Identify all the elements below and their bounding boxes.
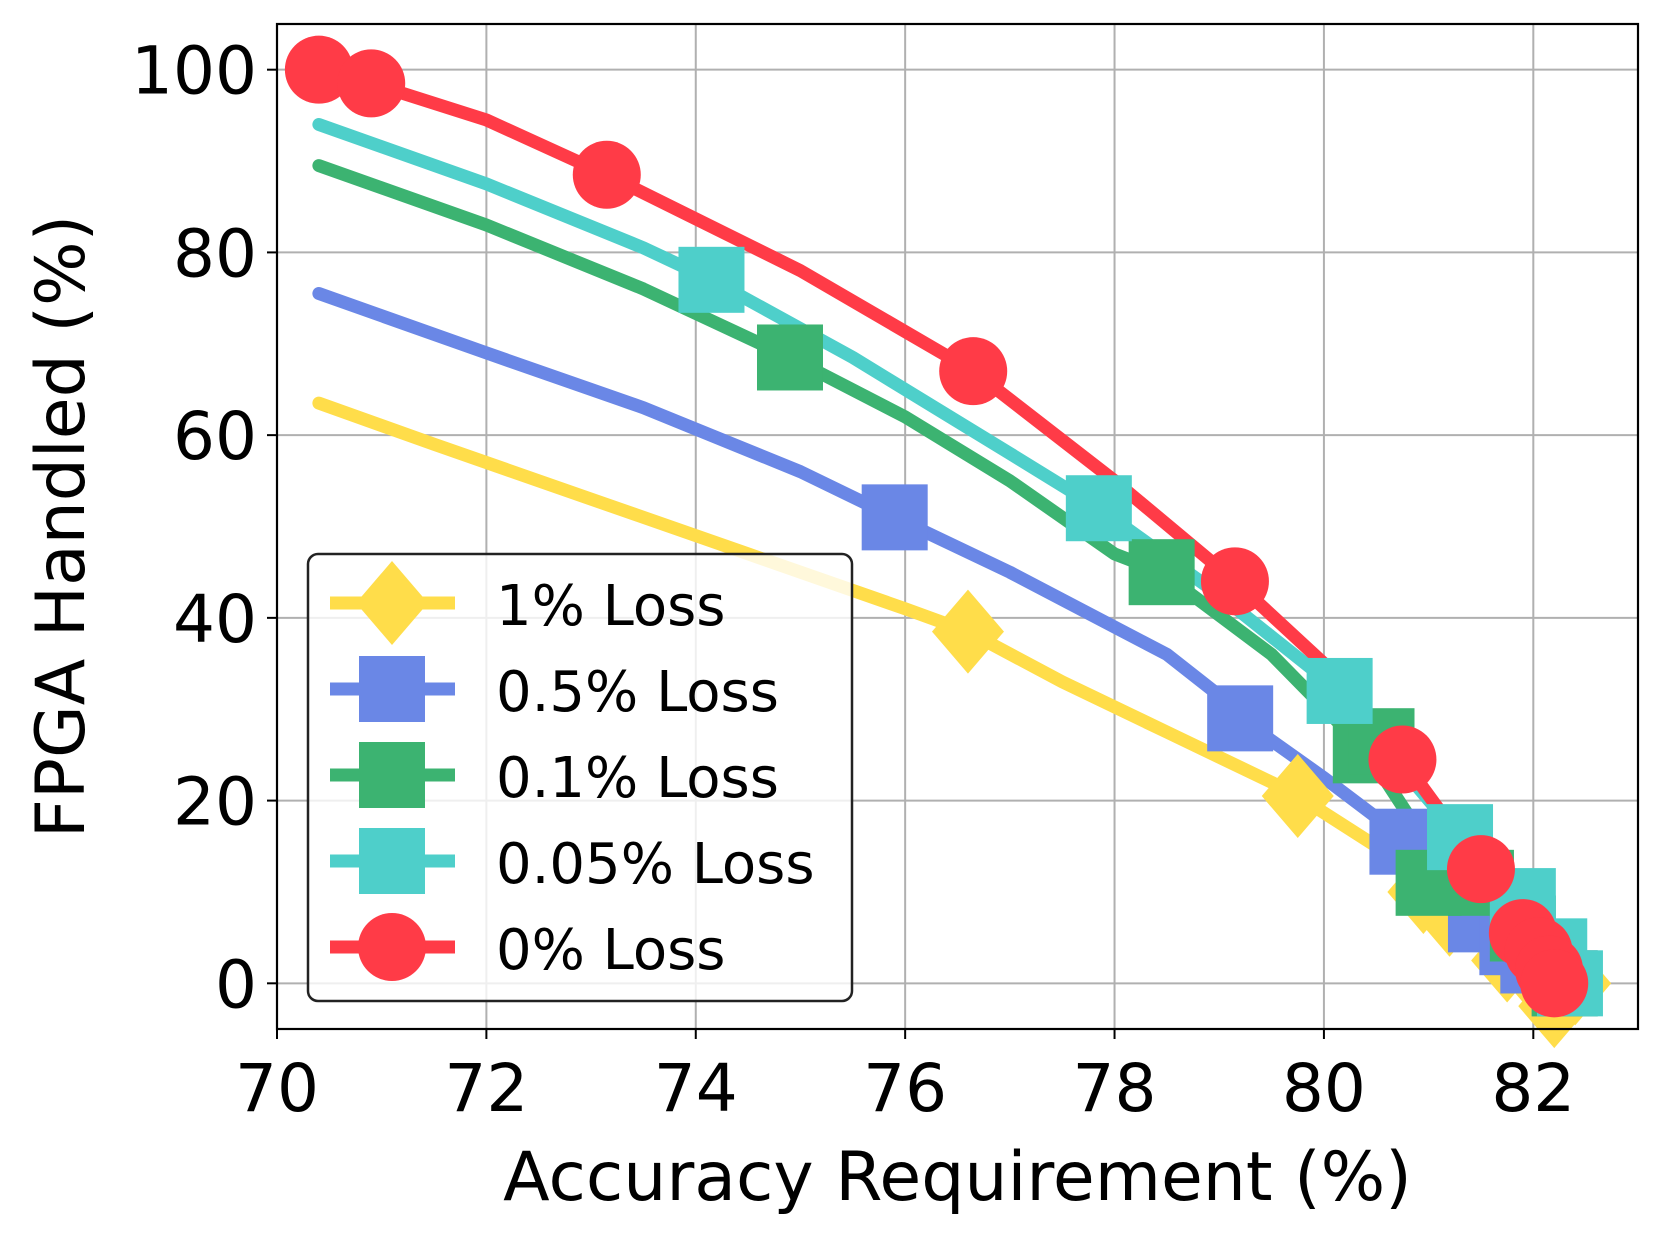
data-point-0-5pct-loss	[1207, 685, 1274, 752]
plot-frame	[275, 22, 1640, 1031]
legend-item-0-05pct-loss: 0.05% Loss	[330, 828, 815, 897]
data-point-0pct-loss	[1520, 949, 1589, 1018]
data-point-0pct-loss	[1200, 547, 1269, 616]
legend-item-1pct-loss: 1% Loss	[330, 561, 725, 645]
legend-label: 0.5% Loss	[496, 660, 779, 725]
y-tick-label: 60	[173, 398, 257, 475]
legend-item-0-5pct-loss: 0.5% Loss	[330, 656, 779, 725]
series-markers-0pct-loss	[284, 35, 1589, 1018]
data-point-0pct-loss	[939, 337, 1008, 406]
y-tick-label: 40	[173, 581, 257, 658]
series-markers	[284, 35, 1612, 1049]
legend-label: 0.05% Loss	[496, 832, 815, 897]
y-tick-label: 80	[173, 215, 257, 292]
data-point-0-05pct-loss	[1065, 475, 1132, 542]
y-axis-ticks: 0 20 40 60 80 100	[131, 33, 277, 1023]
legend-marker	[359, 742, 425, 808]
legend-marker	[359, 656, 425, 722]
y-axis-label: FPGA Handled (%)	[22, 215, 101, 838]
legend-label: 0.1% Loss	[496, 746, 779, 811]
legend-marker	[359, 828, 425, 894]
legend-label: 0% Loss	[496, 918, 725, 983]
data-point-0pct-loss	[1446, 835, 1515, 904]
x-tick-label: 78	[1073, 1050, 1157, 1127]
data-point-0-1pct-loss	[1128, 539, 1195, 606]
y-tick-label: 0	[215, 946, 257, 1023]
data-point-0-05pct-loss	[678, 246, 745, 313]
x-axis-label: Accuracy Requirement (%)	[503, 1138, 1412, 1217]
data-point-0pct-loss	[572, 140, 641, 209]
legend-marker	[356, 561, 428, 645]
x-tick-label: 76	[863, 1050, 947, 1127]
legend-label: 1% Loss	[496, 574, 725, 639]
legend-item-0pct-loss: 0% Loss	[330, 913, 725, 983]
y-tick-label: 100	[131, 33, 257, 110]
legend-item-0-1pct-loss: 0.1% Loss	[330, 742, 779, 811]
data-point-1pct-loss	[931, 589, 1004, 674]
x-tick-label: 70	[235, 1050, 319, 1127]
y-tick-label: 20	[173, 764, 257, 841]
data-point-0pct-loss	[284, 35, 353, 104]
x-tick-label: 82	[1491, 1050, 1575, 1127]
data-point-0-5pct-loss	[861, 484, 928, 551]
data-point-0pct-loss	[1368, 725, 1437, 794]
data-point-0-1pct-loss	[756, 324, 823, 391]
legend-marker	[358, 913, 426, 981]
data-point-0pct-loss	[337, 49, 406, 118]
legend-frame	[306, 552, 854, 1003]
data-point-0-05pct-loss	[1306, 657, 1373, 724]
x-tick-label: 72	[444, 1050, 528, 1127]
legend: 1% Loss 0.5% Loss 0.1% Loss 0.05% Loss 0% Lo…	[306, 552, 854, 1003]
x-tick-label: 80	[1282, 1050, 1366, 1127]
x-axis-ticks: 70 72 74 76 78 80 82	[235, 1029, 1575, 1127]
data-point-1pct-loss	[1261, 754, 1334, 839]
x-tick-label: 74	[654, 1050, 738, 1127]
